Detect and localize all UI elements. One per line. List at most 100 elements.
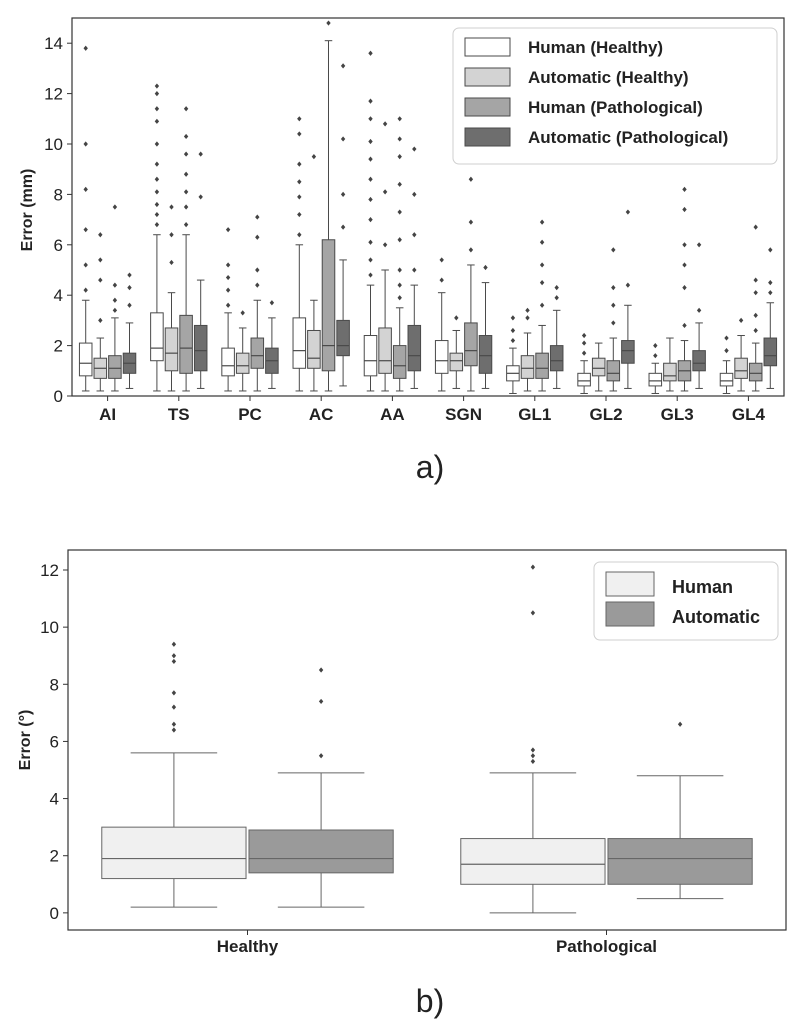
outlier-point [539, 262, 545, 268]
outlier-point [225, 287, 231, 293]
outlier-point [318, 698, 324, 705]
outlier-point [397, 282, 402, 288]
outlier-point [183, 171, 189, 177]
outlier-point [297, 194, 302, 200]
outlier-point [412, 191, 417, 197]
outlier-point [738, 317, 744, 323]
legend-swatch-automatic-healthy [464, 67, 511, 87]
panel-a-label: a) [416, 449, 444, 485]
iqr-box [577, 372, 591, 387]
outlier-point [530, 564, 536, 570]
iqr-box [235, 352, 250, 374]
outlier-point [255, 267, 260, 273]
outlier-point [83, 262, 88, 268]
outlier-point [183, 204, 189, 210]
outlier-point [297, 179, 302, 185]
box-ai-automatic-pathological [122, 272, 137, 389]
outlier-point [530, 753, 536, 759]
outlier-point [171, 721, 177, 727]
x-tick-label-healthy: Healthy [217, 937, 279, 956]
outlier-point [468, 219, 474, 225]
panel-b-label: b) [416, 983, 444, 1019]
outlier-point [682, 242, 687, 248]
outlier-point [397, 181, 402, 187]
y-tick-label: 10 [40, 618, 59, 637]
outlier-point [768, 247, 773, 253]
panel-a-frame [71, 17, 785, 397]
outlier-point [724, 348, 729, 354]
outlier-point [454, 315, 459, 321]
outlier-point [98, 277, 103, 283]
box-ai-human-pathological [108, 204, 122, 392]
outlier-point [154, 91, 160, 97]
outlier-point [753, 277, 758, 283]
legend-swatch-automatic-pathological [464, 127, 511, 147]
outlier-point [554, 295, 559, 301]
iqr-box [179, 314, 193, 374]
panel-a: Error (mm) 0 2 4 6 8 10 12 14 AI TS PC AC AA SGN GL1 G… [19, 17, 785, 485]
outlier-point [468, 247, 474, 253]
outlier-point [724, 335, 729, 341]
outlier-point [169, 259, 174, 266]
panel-a-ylabel: Error (mm) [19, 169, 36, 252]
legend-label-human: Human [672, 577, 733, 597]
iqr-box [164, 327, 179, 372]
panel-a-legend: Human (Healthy) Automatic (Healthy) Human … [452, 27, 778, 165]
outlier-point [530, 610, 536, 616]
box-gl3-automatic-pathological [692, 242, 706, 389]
outlier-point [753, 224, 758, 230]
iqr-box [248, 829, 394, 874]
box-ac-automatic-pathological [336, 63, 350, 387]
iqr-box [478, 335, 493, 374]
outlier-point [382, 189, 388, 195]
outlier-point [171, 704, 177, 710]
x-tick-label-pc: PC [238, 405, 262, 424]
outlier-point [297, 131, 302, 137]
legend-label-automatic-pathological: Automatic (Pathological) [528, 128, 728, 147]
outlier-point [112, 204, 118, 210]
box-sgn-human-pathological [464, 176, 478, 392]
outlier-point [510, 327, 516, 334]
y-tick-label: 12 [44, 85, 63, 104]
iqr-box [748, 362, 763, 382]
box-sgn-human-healthy [434, 257, 449, 392]
box-gl2-human-pathological [606, 247, 621, 392]
panel-b-frame [67, 549, 787, 931]
outlier-point [225, 227, 231, 233]
box-sgn-automatic-pathological [478, 264, 493, 389]
outlier-point [225, 302, 231, 308]
panel-b-xaxis: Healthy Pathological [217, 930, 657, 956]
outlier-point [318, 753, 324, 759]
box-aa-human-healthy [363, 50, 378, 392]
box-gl1-automatic-pathological [549, 285, 564, 389]
outlier-point [412, 267, 417, 273]
outlier-point [297, 161, 302, 167]
legend-label-human-pathological: Human (Pathological) [528, 98, 703, 117]
outlier-point [682, 206, 687, 213]
outlier-point [397, 154, 402, 160]
legend-swatch-human-healthy [464, 37, 511, 57]
iqr-box [307, 329, 321, 369]
outlier-point [326, 20, 331, 26]
y-tick-label: 4 [50, 790, 59, 809]
iqr-box [549, 345, 564, 372]
outlier-point [340, 191, 346, 197]
x-tick-label-sgn: SGN [445, 405, 482, 424]
outlier-point [255, 234, 260, 240]
box-ai-automatic-healthy [93, 232, 108, 392]
outlier-point [677, 721, 683, 727]
outlier-point [753, 290, 758, 296]
outlier-point [397, 295, 402, 301]
outlier-point [83, 287, 88, 293]
box-gl3-human-pathological [677, 186, 692, 392]
outlier-point [198, 151, 203, 157]
panel-b-ylabel: Error (°) [17, 710, 34, 771]
outlier-point [439, 257, 444, 263]
iqr-box [621, 340, 635, 364]
box-aa-human-pathological [392, 116, 407, 392]
outlier-point [154, 222, 160, 228]
outlier-point [611, 285, 616, 291]
outlier-point [83, 141, 88, 147]
box-gl2-automatic-pathological [621, 209, 635, 389]
outlier-point [154, 161, 160, 167]
